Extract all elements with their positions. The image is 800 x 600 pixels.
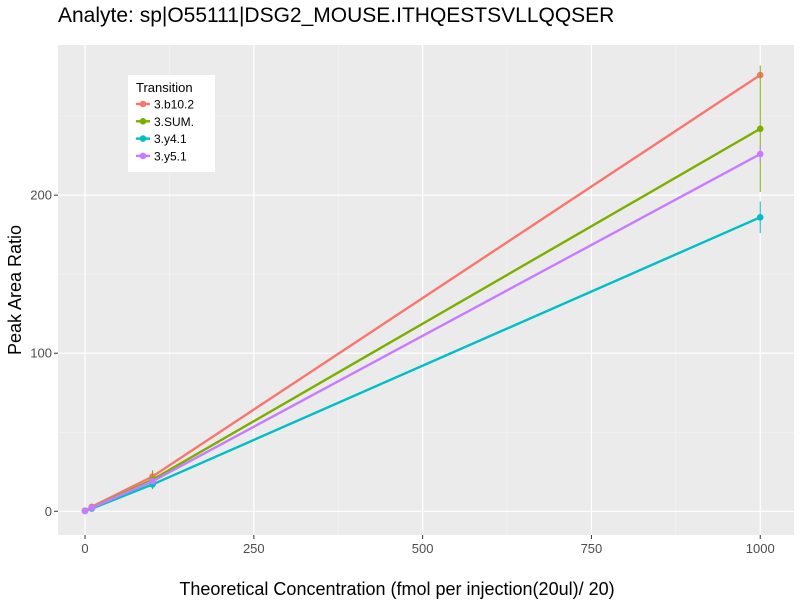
series-3.y5.1 xyxy=(81,146,764,515)
legend-point xyxy=(139,118,147,125)
axis-ticks xyxy=(54,194,761,539)
y-tick-label: 100 xyxy=(30,346,52,361)
legend-item: 3.b10.2 xyxy=(136,98,194,112)
legend-title: Transition xyxy=(136,80,193,95)
series-line xyxy=(84,153,761,513)
grid-major xyxy=(58,45,794,535)
data-point xyxy=(756,213,764,221)
legend-item: 3.y5.1 xyxy=(136,149,187,163)
y-tick-label: 0 xyxy=(45,504,52,519)
y-axis-title: Peak Area Ratio xyxy=(5,225,25,355)
legend-point xyxy=(139,135,147,142)
x-tick-label: 500 xyxy=(412,541,434,556)
legend-label: 3.b10.2 xyxy=(154,98,194,112)
legend-point xyxy=(139,100,147,108)
legend: Transition 3.b10.2 3.SUM. 3.y4.1 3.y5.1 xyxy=(128,75,215,172)
x-tick-label: 0 xyxy=(81,541,88,556)
x-axis-title: Theoretical Concentration (fmol per inje… xyxy=(179,579,614,599)
x-tick-label: 750 xyxy=(581,541,603,556)
data-point xyxy=(756,150,764,158)
legend-label: 3.SUM. xyxy=(154,115,194,129)
data-point xyxy=(88,504,96,512)
data-point xyxy=(756,125,764,133)
data-point xyxy=(81,507,89,515)
series-layer xyxy=(81,65,764,515)
legend-label: 3.y4.1 xyxy=(154,132,187,146)
data-point xyxy=(149,477,156,485)
x-tick-label: 250 xyxy=(243,541,265,556)
y-tick-label: 200 xyxy=(30,188,52,203)
x-tick-label: 1000 xyxy=(746,541,775,556)
legend-point xyxy=(139,152,147,160)
x-tick-labels: 0 250 500 750 1000 xyxy=(81,541,774,556)
y-tick-labels: 0 100 200 xyxy=(30,188,52,519)
legend-item: 3.SUM. xyxy=(136,115,194,129)
legend-label: 3.y5.1 xyxy=(154,149,187,163)
legend-items: 3.b10.2 3.SUM. 3.y4.1 3.y5.1 xyxy=(136,98,194,163)
legend-item: 3.y4.1 xyxy=(136,132,187,146)
chart-title: Analyte: sp|O55111|DSG2_MOUSE.ITHQESTSVL… xyxy=(58,4,614,27)
